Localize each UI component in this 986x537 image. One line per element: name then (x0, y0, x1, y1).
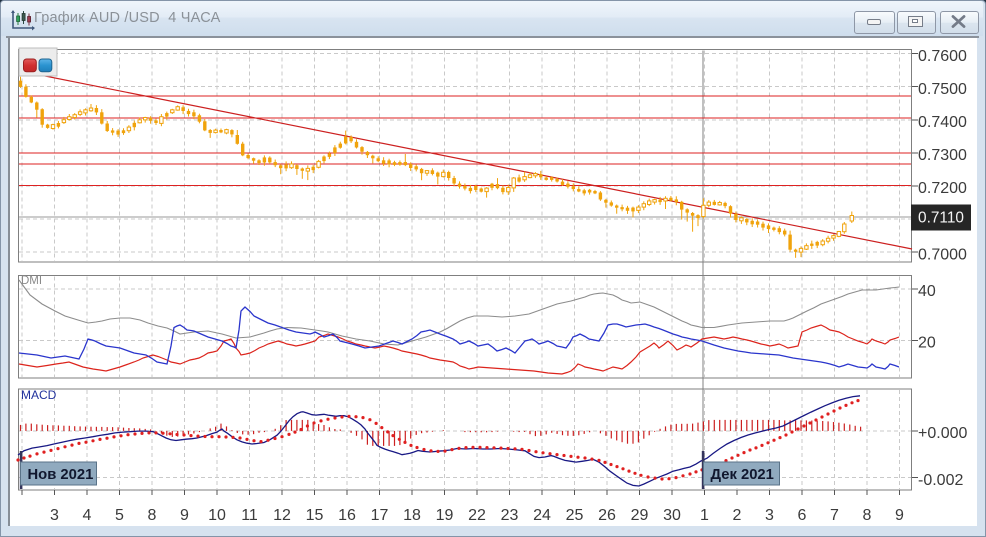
svg-text:1: 1 (700, 507, 709, 524)
svg-text:25: 25 (566, 507, 584, 524)
svg-text:3: 3 (765, 507, 774, 524)
svg-text:16: 16 (338, 507, 356, 524)
svg-text:0.7500: 0.7500 (918, 81, 967, 98)
svg-text:3: 3 (50, 507, 59, 524)
svg-text:8: 8 (863, 507, 872, 524)
svg-text:-0.002: -0.002 (918, 472, 963, 489)
svg-text:7: 7 (830, 507, 839, 524)
svg-text:6: 6 (798, 507, 807, 524)
svg-text:2: 2 (733, 507, 742, 524)
svg-text:18: 18 (403, 507, 421, 524)
svg-text:10: 10 (208, 507, 226, 524)
svg-text:4: 4 (83, 507, 92, 524)
svg-text:0.7600: 0.7600 (918, 48, 967, 65)
svg-text:26: 26 (598, 507, 616, 524)
svg-text:23: 23 (501, 507, 519, 524)
svg-text:9: 9 (180, 507, 189, 524)
svg-text:40: 40 (918, 283, 936, 300)
svg-text:0.7000: 0.7000 (918, 246, 967, 263)
svg-text:15: 15 (306, 507, 324, 524)
svg-text:5: 5 (115, 507, 124, 524)
svg-text:0.7110: 0.7110 (918, 209, 964, 226)
svg-text:0.7400: 0.7400 (918, 114, 967, 131)
svg-text:Нов 2021: Нов 2021 (28, 467, 94, 483)
svg-text:20: 20 (918, 335, 936, 352)
svg-text:DMI: DMI (21, 275, 42, 287)
svg-text:0.7300: 0.7300 (918, 147, 967, 164)
svg-text:8: 8 (148, 507, 157, 524)
svg-text:19: 19 (436, 507, 454, 524)
svg-text:Дек 2021: Дек 2021 (711, 467, 774, 483)
svg-text:11: 11 (241, 507, 258, 524)
svg-text:17: 17 (371, 507, 389, 524)
svg-text:29: 29 (631, 507, 649, 524)
svg-text:22: 22 (468, 507, 486, 524)
svg-text:12: 12 (273, 507, 291, 524)
svg-text:24: 24 (533, 507, 551, 524)
svg-text:30: 30 (663, 507, 681, 524)
svg-text:+0.000: +0.000 (918, 425, 967, 442)
svg-text:0.7200: 0.7200 (918, 180, 967, 197)
svg-text:MACD: MACD (21, 388, 57, 402)
svg-text:9: 9 (895, 507, 904, 524)
